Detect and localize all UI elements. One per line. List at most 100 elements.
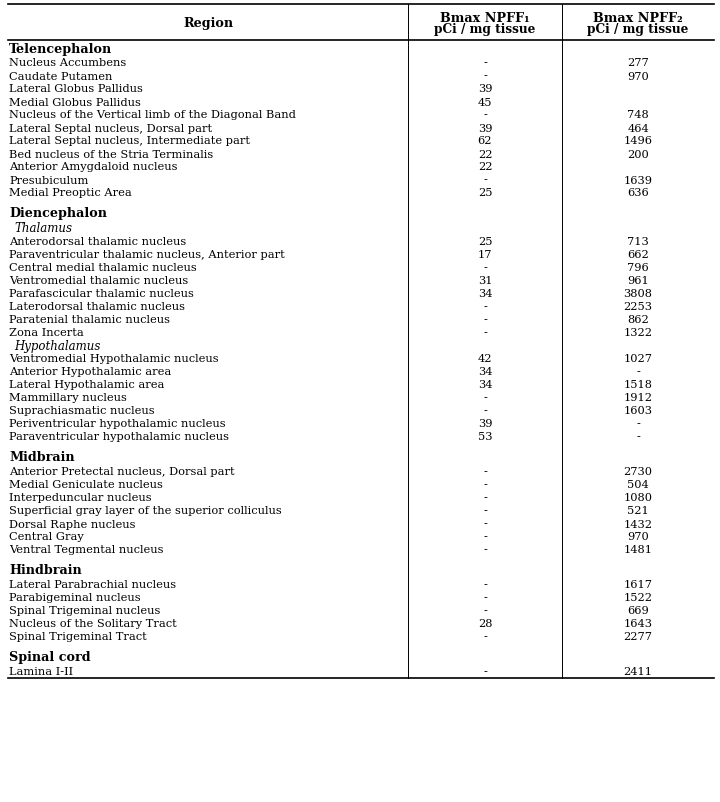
Text: -: - (483, 327, 487, 338)
Text: 1080: 1080 (624, 493, 652, 503)
Text: -: - (483, 666, 487, 677)
Text: 1643: 1643 (624, 618, 652, 629)
Text: pCi / mg tissue: pCi / mg tissue (588, 23, 689, 36)
Text: 3808: 3808 (624, 289, 652, 298)
Text: -: - (636, 367, 640, 377)
Text: Spinal Trigeminal Tract: Spinal Trigeminal Tract (9, 632, 147, 642)
Text: 1496: 1496 (624, 136, 652, 146)
Text: -: - (483, 606, 487, 616)
Text: Central Gray: Central Gray (9, 532, 84, 542)
Text: Medial Preoptic Area: Medial Preoptic Area (9, 188, 132, 198)
Text: 1481: 1481 (624, 545, 652, 555)
Text: Parabigeminal nucleus: Parabigeminal nucleus (9, 593, 140, 603)
Text: Paraventricular thalamic nucleus, Anterior part: Paraventricular thalamic nucleus, Anteri… (9, 249, 284, 260)
Text: 1432: 1432 (624, 519, 652, 529)
Text: Lateral Globus Pallidus: Lateral Globus Pallidus (9, 84, 143, 95)
Text: -: - (483, 480, 487, 490)
Text: 45: 45 (478, 97, 492, 107)
Text: Nucleus of the Vertical limb of the Diagonal Band: Nucleus of the Vertical limb of the Diag… (9, 111, 296, 120)
Text: -: - (483, 393, 487, 403)
Text: Nucleus of the Solitary Tract: Nucleus of the Solitary Tract (9, 618, 176, 629)
Text: 31: 31 (478, 276, 492, 286)
Text: -: - (636, 432, 640, 442)
Text: 2253: 2253 (624, 302, 652, 312)
Text: Spinal Trigeminal nucleus: Spinal Trigeminal nucleus (9, 606, 161, 616)
Text: 636: 636 (627, 188, 649, 198)
Text: -: - (483, 493, 487, 503)
Text: 22: 22 (478, 162, 492, 172)
Text: 200: 200 (627, 149, 649, 160)
Text: Anterior Hypothalamic area: Anterior Hypothalamic area (9, 367, 171, 377)
Text: 464: 464 (627, 124, 649, 133)
Text: 504: 504 (627, 480, 649, 490)
Text: 1617: 1617 (624, 580, 652, 589)
Text: 25: 25 (478, 237, 492, 247)
Text: Suprachiasmatic nucleus: Suprachiasmatic nucleus (9, 406, 155, 416)
Text: Caudate Putamen: Caudate Putamen (9, 71, 112, 81)
Text: Paraventricular hypothalamic nucleus: Paraventricular hypothalamic nucleus (9, 432, 229, 442)
Text: -: - (483, 176, 487, 185)
Text: 28: 28 (478, 618, 492, 629)
Text: 662: 662 (627, 249, 649, 260)
Text: Lateral Hypothalamic area: Lateral Hypothalamic area (9, 380, 164, 390)
Text: -: - (483, 59, 487, 68)
Text: -: - (483, 519, 487, 529)
Text: 748: 748 (627, 111, 649, 120)
Text: Diencephalon: Diencephalon (9, 207, 107, 221)
Text: Presubiculum: Presubiculum (9, 176, 89, 185)
Text: 1518: 1518 (624, 380, 652, 390)
Text: 970: 970 (627, 71, 649, 81)
Text: 1912: 1912 (624, 393, 652, 403)
Text: Periventricular hypothalamic nucleus: Periventricular hypothalamic nucleus (9, 419, 225, 429)
Text: 970: 970 (627, 532, 649, 542)
Text: -: - (483, 302, 487, 312)
Text: Spinal cord: Spinal cord (9, 650, 91, 664)
Text: Central medial thalamic nucleus: Central medial thalamic nucleus (9, 263, 197, 273)
Text: 39: 39 (478, 419, 492, 429)
Text: 2277: 2277 (624, 632, 652, 642)
Text: Medial Globus Pallidus: Medial Globus Pallidus (9, 97, 141, 107)
Text: 1322: 1322 (624, 327, 652, 338)
Text: 521: 521 (627, 506, 649, 516)
Text: 39: 39 (478, 124, 492, 133)
Text: -: - (483, 467, 487, 477)
Text: Midbrain: Midbrain (9, 451, 75, 464)
Text: Dorsal Raphe nucleus: Dorsal Raphe nucleus (9, 519, 135, 529)
Text: 34: 34 (478, 367, 492, 377)
Text: Hindbrain: Hindbrain (9, 564, 82, 577)
Text: pCi / mg tissue: pCi / mg tissue (434, 23, 536, 36)
Text: Laterodorsal thalamic nucleus: Laterodorsal thalamic nucleus (9, 302, 185, 312)
Text: 1603: 1603 (624, 406, 652, 416)
Text: Paratenial thalamic nucleus: Paratenial thalamic nucleus (9, 314, 170, 325)
Text: Lateral Septal nucleus, Intermediate part: Lateral Septal nucleus, Intermediate par… (9, 136, 250, 146)
Text: Ventromedial Hypothalamic nucleus: Ventromedial Hypothalamic nucleus (9, 354, 219, 364)
Text: Anterodorsal thalamic nucleus: Anterodorsal thalamic nucleus (9, 237, 186, 247)
Text: Telencephalon: Telencephalon (9, 43, 112, 55)
Text: 17: 17 (478, 249, 492, 260)
Text: Ventral Tegmental nucleus: Ventral Tegmental nucleus (9, 545, 163, 555)
Text: Lateral Parabrachial nucleus: Lateral Parabrachial nucleus (9, 580, 176, 589)
Text: 53: 53 (478, 432, 492, 442)
Text: -: - (483, 532, 487, 542)
Text: Medial Geniculate nucleus: Medial Geniculate nucleus (9, 480, 163, 490)
Text: 42: 42 (478, 354, 492, 364)
Text: 669: 669 (627, 606, 649, 616)
Text: Superficial gray layer of the superior colliculus: Superficial gray layer of the superior c… (9, 506, 282, 516)
Text: Thalamus: Thalamus (14, 222, 72, 235)
Text: Nucleus Accumbens: Nucleus Accumbens (9, 59, 126, 68)
Text: -: - (483, 593, 487, 603)
Text: Ventromedial thalamic nucleus: Ventromedial thalamic nucleus (9, 276, 188, 286)
Text: Bed nucleus of the Stria Terminalis: Bed nucleus of the Stria Terminalis (9, 149, 213, 160)
Text: 34: 34 (478, 289, 492, 298)
Text: 1522: 1522 (624, 593, 652, 603)
Text: Anterior Amygdaloid nucleus: Anterior Amygdaloid nucleus (9, 162, 178, 172)
Text: Bmax NPFF₂: Bmax NPFF₂ (593, 11, 683, 25)
Text: Hypothalamus: Hypothalamus (14, 339, 100, 352)
Text: Interpeduncular nucleus: Interpeduncular nucleus (9, 493, 152, 503)
Text: Mammillary nucleus: Mammillary nucleus (9, 393, 127, 403)
Text: Parafascicular thalamic nucleus: Parafascicular thalamic nucleus (9, 289, 194, 298)
Text: -: - (483, 506, 487, 516)
Text: 277: 277 (627, 59, 649, 68)
Text: -: - (483, 71, 487, 81)
Text: 862: 862 (627, 314, 649, 325)
